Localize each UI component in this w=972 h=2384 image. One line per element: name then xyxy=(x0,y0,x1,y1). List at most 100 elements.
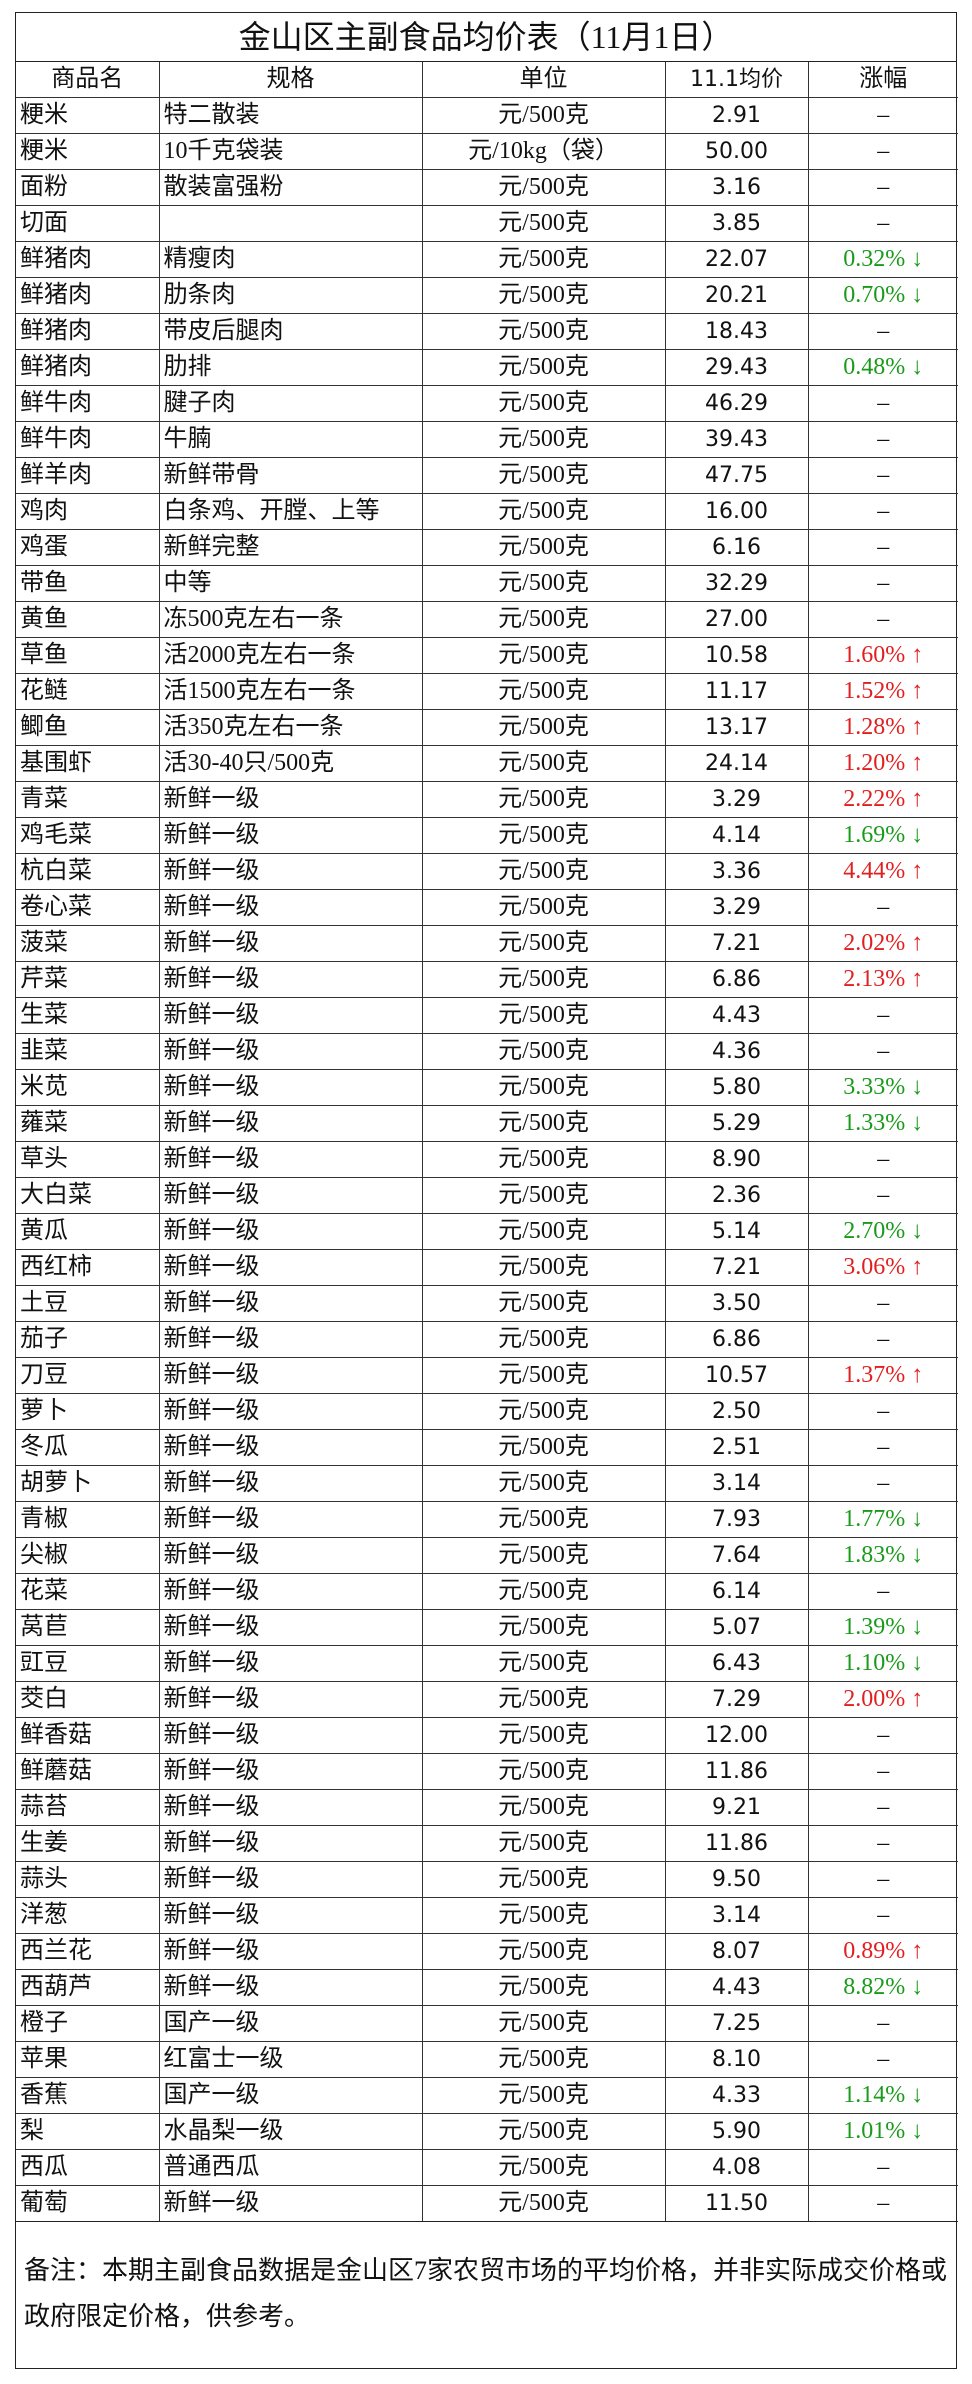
table-cell: 6.86 xyxy=(664,1321,809,1358)
table-cell: 鸡蛋 xyxy=(16,529,160,566)
table-cell: 白条鸡、开膛、上等 xyxy=(158,493,423,530)
table-cell: 0.48% ↓ xyxy=(807,349,958,386)
table-cell: – xyxy=(807,601,958,638)
table-cell: 普通西瓜 xyxy=(158,2149,423,2186)
table-cell: 18.43 xyxy=(664,313,809,350)
table-cell: 新鲜一级 xyxy=(158,1861,423,1898)
table-cell: 元/500克 xyxy=(421,1609,666,1646)
table-cell: 元/500克 xyxy=(421,1681,666,1718)
table-cell: 米苋 xyxy=(16,1069,160,1106)
table-cell: 韭菜 xyxy=(16,1033,160,1070)
table-cell: 10千克袋装 xyxy=(158,133,423,170)
table-cell: 7.21 xyxy=(664,925,809,962)
table-cell: 元/500克 xyxy=(421,385,666,422)
table-cell: 新鲜一级 xyxy=(158,1465,423,1502)
table-cell: 3.33% ↓ xyxy=(807,1069,958,1106)
table-cell: 1.20% ↑ xyxy=(807,745,958,782)
table-cell: 元/500克 xyxy=(421,925,666,962)
table-cell: 7.21 xyxy=(664,1249,809,1286)
table-cell: 新鲜一级 xyxy=(158,1285,423,1322)
table-cell: 24.14 xyxy=(664,745,809,782)
table-cell: 16.00 xyxy=(664,493,809,530)
table-cell: 11.86 xyxy=(664,1753,809,1790)
table-cell: – xyxy=(807,1573,958,1610)
table-cell: – xyxy=(807,1141,958,1178)
table-cell: 元/500克 xyxy=(421,1645,666,1682)
table-cell: 新鲜一级 xyxy=(158,817,423,854)
table-row: 鲜猪肉 带皮后腿肉 元/500克 18.43– xyxy=(16,313,958,350)
table-cell: 5.90 xyxy=(664,2113,809,2150)
table-cell: 散装富强粉 xyxy=(158,169,423,206)
table-cell: 元/500克 xyxy=(421,1933,666,1970)
table-cell: – xyxy=(807,1789,958,1826)
table-cell: 2.91 xyxy=(664,97,809,134)
table-cell: 元/500克 xyxy=(421,2041,666,2078)
table-cell: 50.00 xyxy=(664,133,809,170)
table-cell: 草头 xyxy=(16,1141,160,1178)
table-row: 粳米 10千克袋装 元/10kg（袋） 50.00– xyxy=(16,133,958,170)
table-cell: 2.02% ↑ xyxy=(807,925,958,962)
table-cell: 元/500克 xyxy=(421,1969,666,2006)
table-cell: 3.29 xyxy=(664,889,809,926)
table-cell: – xyxy=(807,97,958,134)
table-row: 鲫鱼 活350克左右一条 元/500克 13.17 1.28% ↑ xyxy=(16,709,958,746)
table-cell: 新鲜一级 xyxy=(158,961,423,998)
table-cell: 元/500克 xyxy=(421,1069,666,1106)
table-cell: – xyxy=(807,133,958,170)
table-cell: 黄瓜 xyxy=(16,1213,160,1250)
header-cell: 规格 xyxy=(158,62,423,98)
table-cell: 西兰花 xyxy=(16,1933,160,1970)
table-cell: 2.22% ↑ xyxy=(807,781,958,818)
table-cell: 元/500克 xyxy=(421,277,666,314)
table-cell: 新鲜一级 xyxy=(158,1933,423,1970)
table-cell: 芹菜 xyxy=(16,961,160,998)
table-cell: 元/500克 xyxy=(421,2005,666,2042)
table-row: 刀豆 新鲜一级 元/500克 10.57 1.37% ↑ xyxy=(16,1357,958,1394)
table-cell: 新鲜一级 xyxy=(158,1141,423,1178)
table-cell: – xyxy=(807,493,958,530)
table-cell: 7.93 xyxy=(664,1501,809,1538)
table-row: 西兰花 新鲜一级 元/500克 8.07 0.89% ↑ xyxy=(16,1933,958,1970)
table-cell: 元/500克 xyxy=(421,1105,666,1142)
table-cell: 0.70% ↓ xyxy=(807,277,958,314)
table-row: 卷心菜 新鲜一级 元/500克 3.29– xyxy=(16,889,958,926)
table-cell: – xyxy=(807,169,958,206)
table-body: 粳米 特二散装 元/500克 2.91– 粳米 10千克袋装 元/10kg（袋） 50.00–… xyxy=(16,97,958,2222)
table-cell: 国产一级 xyxy=(158,2005,423,2042)
table-cell: 刀豆 xyxy=(16,1357,160,1394)
table-cell: 元/500克 xyxy=(421,529,666,566)
table-row: 胡萝卜 新鲜一级 元/500克 3.14– xyxy=(16,1465,958,1502)
table-row: 鸡肉 白条鸡、开膛、上等 元/500克 16.00– xyxy=(16,493,958,530)
table-cell: 10.57 xyxy=(664,1357,809,1394)
table-cell: 1.69% ↓ xyxy=(807,817,958,854)
table-cell: 元/500克 xyxy=(421,349,666,386)
table-cell: 面粉 xyxy=(16,169,160,206)
table-cell: 洋葱 xyxy=(16,1897,160,1934)
table-cell: 元/500克 xyxy=(421,457,666,494)
table-cell: 黄鱼 xyxy=(16,601,160,638)
table-cell: – xyxy=(807,1393,958,1430)
table-cell: 元/500克 xyxy=(421,493,666,530)
table-cell: 鸡毛菜 xyxy=(16,817,160,854)
table-cell: 牛腩 xyxy=(158,421,423,458)
table-cell: 39.43 xyxy=(664,421,809,458)
table-cell: 活30-40只/500克 xyxy=(158,745,423,782)
table-cell: 腱子肉 xyxy=(158,385,423,422)
table-cell: 元/500克 xyxy=(421,169,666,206)
table-row: 尖椒 新鲜一级 元/500克 7.64 1.83% ↓ xyxy=(16,1537,958,1574)
table-cell: 生姜 xyxy=(16,1825,160,1862)
table-cell: 10.58 xyxy=(664,637,809,674)
table-row: 切面 元/500克 3.85– xyxy=(16,205,958,242)
table-cell: 元/500克 xyxy=(421,781,666,818)
table-row: 生姜 新鲜一级 元/500克 11.86– xyxy=(16,1825,958,1862)
table-cell: 新鲜一级 xyxy=(158,1969,423,2006)
table-cell: 新鲜一级 xyxy=(158,1357,423,1394)
table-row: 洋葱 新鲜一级 元/500克 3.14– xyxy=(16,1897,958,1934)
table-cell: 6.86 xyxy=(664,961,809,998)
table-cell: 鲫鱼 xyxy=(16,709,160,746)
table-cell: 12.00 xyxy=(664,1717,809,1754)
table-cell: 新鲜一级 xyxy=(158,1681,423,1718)
table-cell: 橙子 xyxy=(16,2005,160,2042)
table-cell: 新鲜一级 xyxy=(158,1321,423,1358)
table-cell: – xyxy=(807,205,958,242)
